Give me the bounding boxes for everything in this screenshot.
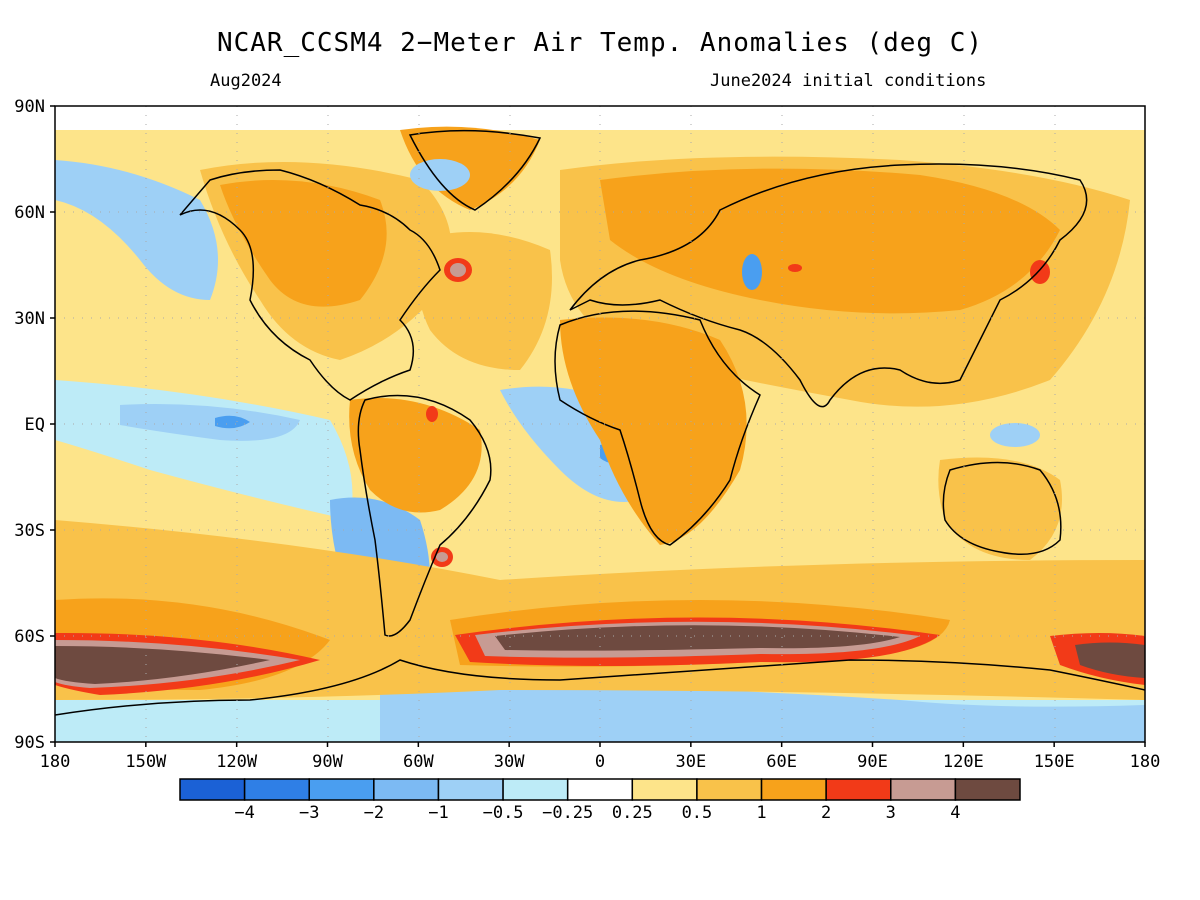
colorbar-label: 0.25 <box>612 803 653 823</box>
anomaly-region-africa-warm <box>560 317 747 545</box>
colorbar-swatch <box>890 778 957 801</box>
colorbar-label: −0.5 <box>483 803 524 823</box>
lon-tick-label: 180 <box>1130 752 1161 772</box>
colorbar-swatch <box>566 778 634 801</box>
anomaly-spot-japan <box>1030 260 1050 284</box>
anomaly-region-eurasia-strong <box>600 168 1060 314</box>
anomaly-region-antarctic-cool <box>380 686 1145 742</box>
colorbar-label: 3 <box>886 803 896 823</box>
colorbar-swatch <box>308 778 375 801</box>
longitude-axis: 180 150W 120W 90W 60W 30W 0 30E 60E 90E 120E 150E 18… <box>40 742 1161 772</box>
anomaly-region-south-pacific-extreme-core <box>55 646 270 684</box>
valid-month-label: Aug2024 <box>210 71 282 91</box>
lon-tick-label: 120E <box>943 752 984 772</box>
lon-tick-label: 30W <box>494 752 525 772</box>
lat-tick-label: 30N <box>14 309 45 329</box>
anomaly-spot-rio-de-la-plata-core <box>436 552 448 562</box>
anomaly-spot-central-asia <box>788 264 802 272</box>
anomaly-region-ross-sea-extreme <box>1075 642 1145 678</box>
anomaly-spot-indonesia-cool <box>990 423 1040 447</box>
colorbar-swatch <box>825 778 892 801</box>
colorbar-label: 0.5 <box>682 803 713 823</box>
anomaly-region-greenland-warm <box>400 126 540 210</box>
anomaly-region-north-america-strong <box>220 180 387 307</box>
lat-tick-label: 60S <box>14 627 45 647</box>
lon-tick-label: 180 <box>40 752 71 772</box>
anomaly-region-south-america-warm <box>349 398 482 513</box>
colorbar-swatch <box>243 778 310 801</box>
coastline-australia <box>942 461 1062 555</box>
coastline-antarctica <box>55 659 1145 716</box>
lon-tick-label: 120W <box>216 752 258 772</box>
coastline-eurasia <box>569 163 1088 408</box>
lat-tick-label: EQ <box>25 415 45 435</box>
anomaly-spot-greenland-cool <box>410 159 470 191</box>
lon-tick-label: 90E <box>857 752 888 772</box>
colorbar-swatch <box>954 778 1021 801</box>
anomaly-spot-amazon <box>426 406 438 422</box>
anomaly-region-pacific-cool-core <box>120 404 300 441</box>
coastlines <box>55 129 1145 716</box>
lon-tick-label: 60E <box>766 752 797 772</box>
lat-tick-label: 60N <box>14 203 45 223</box>
init-conditions-label: June2024 initial conditions <box>710 71 987 91</box>
anomaly-spot-caspian-cool <box>742 254 762 290</box>
lat-tick-label: 30S <box>14 521 45 541</box>
colorbar-swatch <box>696 778 763 801</box>
lon-tick-label: 150E <box>1034 752 1075 772</box>
colorbar-swatch <box>373 778 440 801</box>
anomaly-spot-north-atlantic-core <box>450 263 466 277</box>
lon-tick-label: 90W <box>312 752 343 772</box>
colorbar-swatch <box>631 778 698 801</box>
coastline-greenland <box>408 129 542 211</box>
colorbar-swatch <box>437 778 504 801</box>
colorbar-swatch <box>760 778 827 801</box>
colorbar: −4 −3 −2 −1 −0.5 −0.25 0.25 0.5 1 2 3 4 <box>179 778 1021 823</box>
lon-tick-label: 60W <box>403 752 434 772</box>
anomaly-region-australia-warm <box>938 457 1062 560</box>
coastline-africa <box>554 310 761 546</box>
anomaly-region-pacific-cold-spot <box>215 415 250 429</box>
colorbar-label: −0.25 <box>542 803 593 823</box>
lon-tick-label: 0 <box>595 752 605 772</box>
coastline-south-america <box>357 394 492 637</box>
lon-tick-label: 30E <box>675 752 706 772</box>
anomaly-region-south-indian-extreme-core <box>495 625 900 651</box>
colorbar-label: −4 <box>234 803 254 823</box>
colorbar-label: 2 <box>821 803 831 823</box>
latitude-axis: 90N 60N 30N EQ 30S 60S 90S <box>14 97 55 753</box>
coastline-north-america <box>179 169 441 401</box>
colorbar-label: 1 <box>756 803 766 823</box>
colorbar-swatch <box>179 778 246 801</box>
colorbar-label: −3 <box>299 803 319 823</box>
colorbar-swatch <box>502 778 569 801</box>
colorbar-label: −1 <box>428 803 448 823</box>
anomaly-region-alaska-cool <box>55 160 218 300</box>
colorbar-label: 4 <box>950 803 960 823</box>
lat-tick-label: 90N <box>14 97 45 117</box>
map-title: NCAR_CCSM4 2−Meter Air Temp. Anomalies (… <box>216 28 984 58</box>
colorbar-label: −2 <box>364 803 384 823</box>
lat-tick-label: 90S <box>14 733 45 753</box>
lon-tick-label: 150W <box>125 752 167 772</box>
